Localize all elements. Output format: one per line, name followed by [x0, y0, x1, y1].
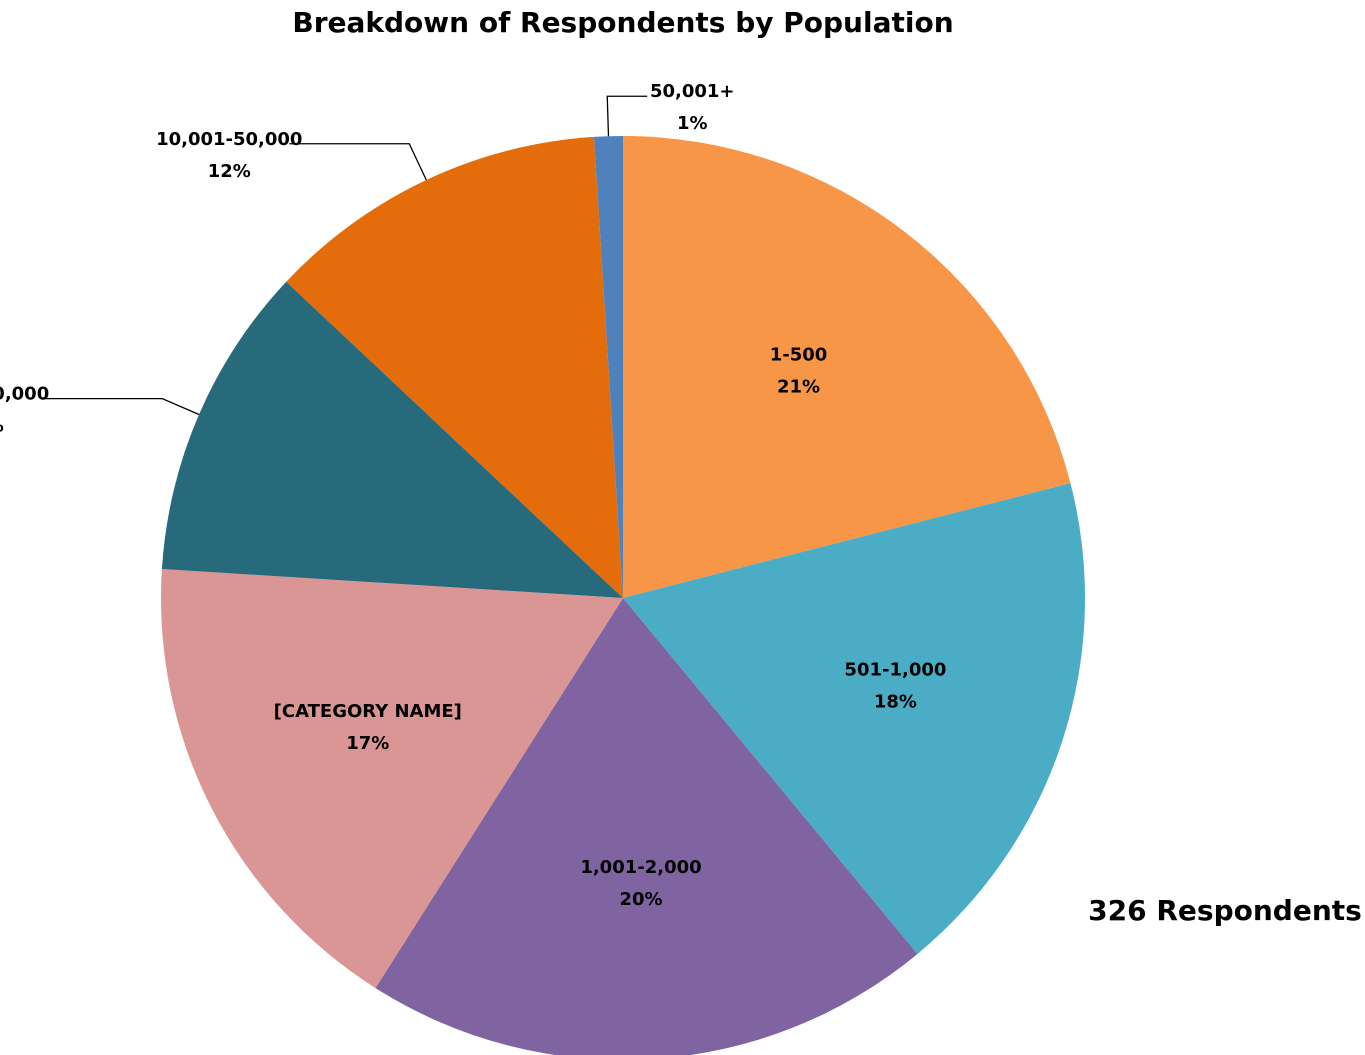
value-label: 20% [619, 889, 662, 910]
value-label: 18% [874, 692, 917, 713]
value-label: 21% [777, 377, 820, 398]
slice-label: 50,001+ [650, 81, 735, 102]
slice-label: 5,001-10,000 [0, 384, 49, 405]
pie-slice [623, 136, 1071, 598]
value-label: 1% [677, 113, 708, 134]
pie-slice [623, 483, 1085, 954]
slice-label: 501-1,000 [844, 660, 946, 681]
pie-slice [593, 136, 623, 598]
pie-slice [375, 598, 918, 1055]
slice-label: 1-500 [770, 345, 828, 366]
slice-label: 10,001-50,000 [156, 129, 302, 150]
leader-line [606, 95, 648, 137]
value-label: 17% [346, 733, 389, 754]
annotation: 326 Respondents [1088, 894, 1362, 927]
value-label: 12% [208, 161, 251, 182]
leader-line [42, 397, 200, 416]
slice-label: [CATEGORY NAME] [274, 701, 462, 722]
pie-slice [286, 136, 623, 598]
value-label: 11% [0, 416, 4, 437]
slice-label: 1,001-2,000 [580, 857, 701, 878]
pie-slice [160, 568, 623, 989]
leader-line [289, 143, 427, 181]
pie-slice [161, 281, 623, 598]
chart-title: Breakdown of Respondents by Population [292, 6, 953, 39]
